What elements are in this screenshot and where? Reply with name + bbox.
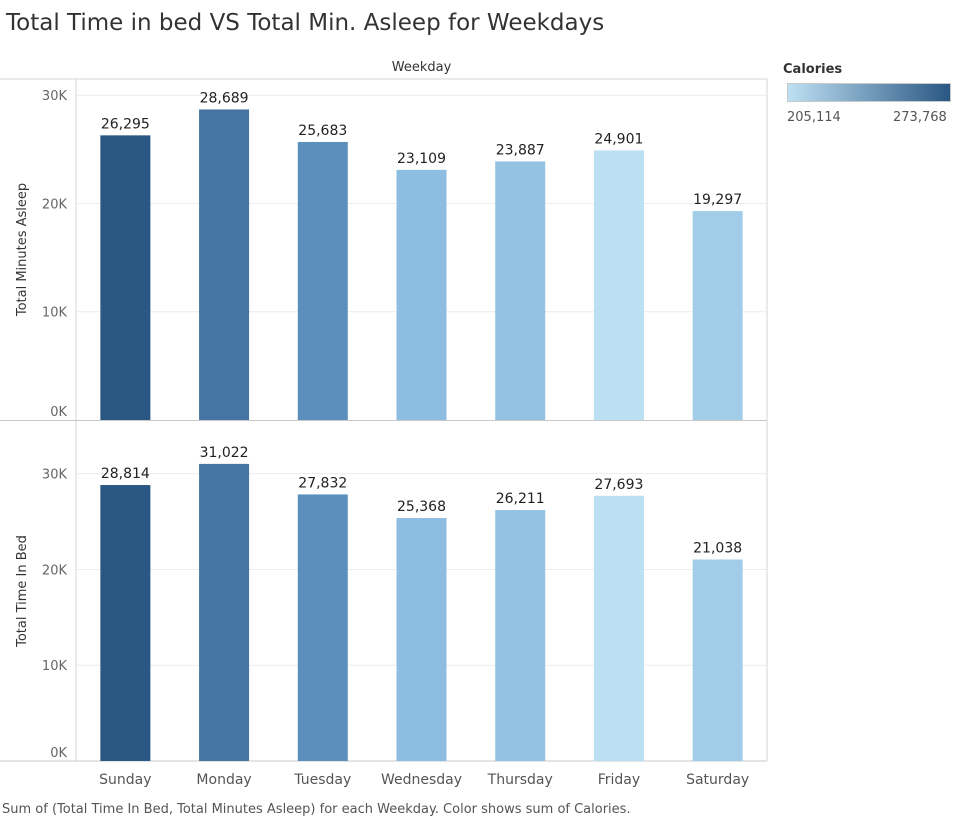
y-tick-label: 10K xyxy=(42,306,68,321)
y-tick-label: 20K xyxy=(42,563,68,578)
y-tick-label: 30K xyxy=(42,468,68,483)
bar xyxy=(297,141,348,421)
y-tick-label: 30K xyxy=(42,89,68,104)
bar xyxy=(692,559,743,761)
bar-value-label: 25,683 xyxy=(298,123,347,139)
bar xyxy=(692,211,743,420)
bar-value-label: 21,038 xyxy=(693,541,742,557)
x-tick-label: Monday xyxy=(196,772,251,788)
y-axis-title: Total Minutes Asleep xyxy=(15,183,30,317)
legend-title: Calories xyxy=(783,62,843,77)
bar xyxy=(100,485,151,761)
bar xyxy=(495,161,546,420)
legend-max-label: 273,768 xyxy=(893,110,947,125)
x-tick-label: Tuesday xyxy=(293,772,351,788)
chart-caption: Sum of (Total Time In Bed, Total Minutes… xyxy=(2,802,631,817)
legend-color-ramp xyxy=(787,83,951,102)
x-tick-label: Sunday xyxy=(99,772,151,788)
x-tick-label: Wednesday xyxy=(381,772,462,788)
bar-value-label: 27,832 xyxy=(298,475,347,491)
x-tick-label: Friday xyxy=(598,772,640,788)
y-tick-label: 10K xyxy=(42,659,68,674)
bar-value-label: 26,295 xyxy=(101,116,150,132)
bar-value-label: 23,109 xyxy=(397,151,446,167)
bar-value-label: 25,368 xyxy=(397,499,446,515)
bar-value-label: 27,693 xyxy=(594,477,643,493)
bar xyxy=(396,518,447,761)
bar xyxy=(199,109,250,421)
bar-value-label: 24,901 xyxy=(594,131,643,147)
column-header: Weekday xyxy=(391,60,452,75)
y-tick-label: 0K xyxy=(50,746,67,761)
bar xyxy=(396,169,447,420)
bar-value-label: 23,887 xyxy=(496,142,545,158)
bar-value-label: 28,814 xyxy=(101,466,150,482)
y-tick-label: 20K xyxy=(42,197,68,212)
bar-value-label: 19,297 xyxy=(693,192,742,208)
bar-value-label: 26,211 xyxy=(496,491,545,507)
bar-value-label: 31,022 xyxy=(200,445,249,461)
bar xyxy=(297,494,348,761)
bar xyxy=(100,135,151,420)
legend-min-label: 205,114 xyxy=(787,110,841,125)
bar-value-label: 28,689 xyxy=(200,90,249,106)
bar xyxy=(593,495,644,761)
y-axis-title: Total Time In Bed xyxy=(15,535,30,648)
y-tick-label: 0K xyxy=(50,405,67,420)
chart-title: Total Time in bed VS Total Min. Asleep f… xyxy=(6,10,605,36)
bar xyxy=(593,150,644,420)
x-tick-label: Thursday xyxy=(487,772,553,788)
bar xyxy=(199,463,250,761)
bar xyxy=(495,509,546,761)
x-tick-label: Saturday xyxy=(686,772,749,788)
